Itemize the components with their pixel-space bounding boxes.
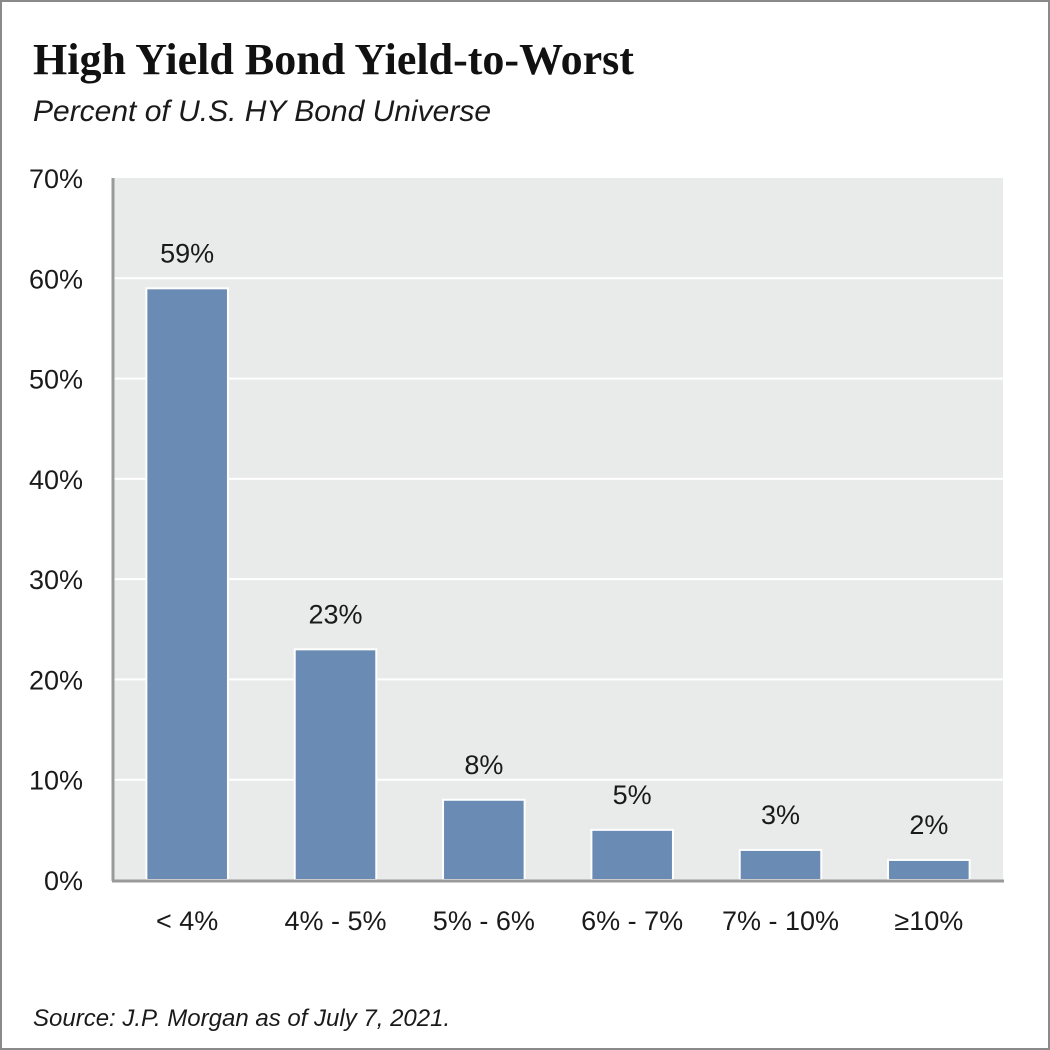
data-label: 23%: [308, 599, 362, 629]
data-label: 59%: [160, 238, 214, 268]
data-label: 3%: [761, 800, 800, 830]
chart-subtitle: Percent of U.S. HY Bond Universe: [33, 95, 491, 128]
x-category-label: 7% - 10%: [722, 906, 839, 936]
data-labels: 59% 23% 8% 5% 3% 2%: [160, 238, 948, 840]
y-tick-label: 20%: [29, 665, 83, 695]
y-axis-tick-labels: 0% 10% 20% 30% 40% 50% 60% 70%: [29, 164, 83, 896]
x-axis-category-labels: < 4% 4% - 5% 5% - 6% 6% - 7% 7% - 10% ≥10%: [156, 906, 963, 936]
bar: [442, 798, 526, 881]
y-tick-label: 10%: [29, 766, 83, 796]
x-category-label: 4% - 5%: [284, 906, 386, 936]
data-label: 5%: [613, 780, 652, 810]
y-tick-label: 60%: [29, 264, 83, 294]
data-label: 2%: [909, 810, 948, 840]
bar: [738, 848, 823, 882]
plot-area: [113, 178, 1003, 880]
y-tick-label: 50%: [29, 365, 83, 395]
y-tick-label: 0%: [44, 866, 83, 896]
data-label: 8%: [464, 750, 503, 780]
x-category-label: 6% - 7%: [581, 906, 683, 936]
bars: [145, 287, 971, 882]
bar: [293, 648, 378, 881]
y-tick-label: 30%: [29, 565, 83, 595]
y-tick-label: 70%: [29, 164, 83, 194]
chart-title: High Yield Bond Yield-to-Worst: [33, 35, 634, 84]
x-category-label: ≥10%: [894, 906, 963, 936]
source-note: Source: J.P. Morgan as of July 7, 2021.: [33, 1005, 451, 1032]
bar: [590, 828, 674, 881]
y-tick-label: 40%: [29, 465, 83, 495]
x-category-label: < 4%: [156, 906, 218, 936]
bar: [145, 287, 229, 882]
gridlines: [113, 277, 1003, 781]
x-category-label: 5% - 6%: [433, 906, 535, 936]
bar: [887, 858, 971, 882]
